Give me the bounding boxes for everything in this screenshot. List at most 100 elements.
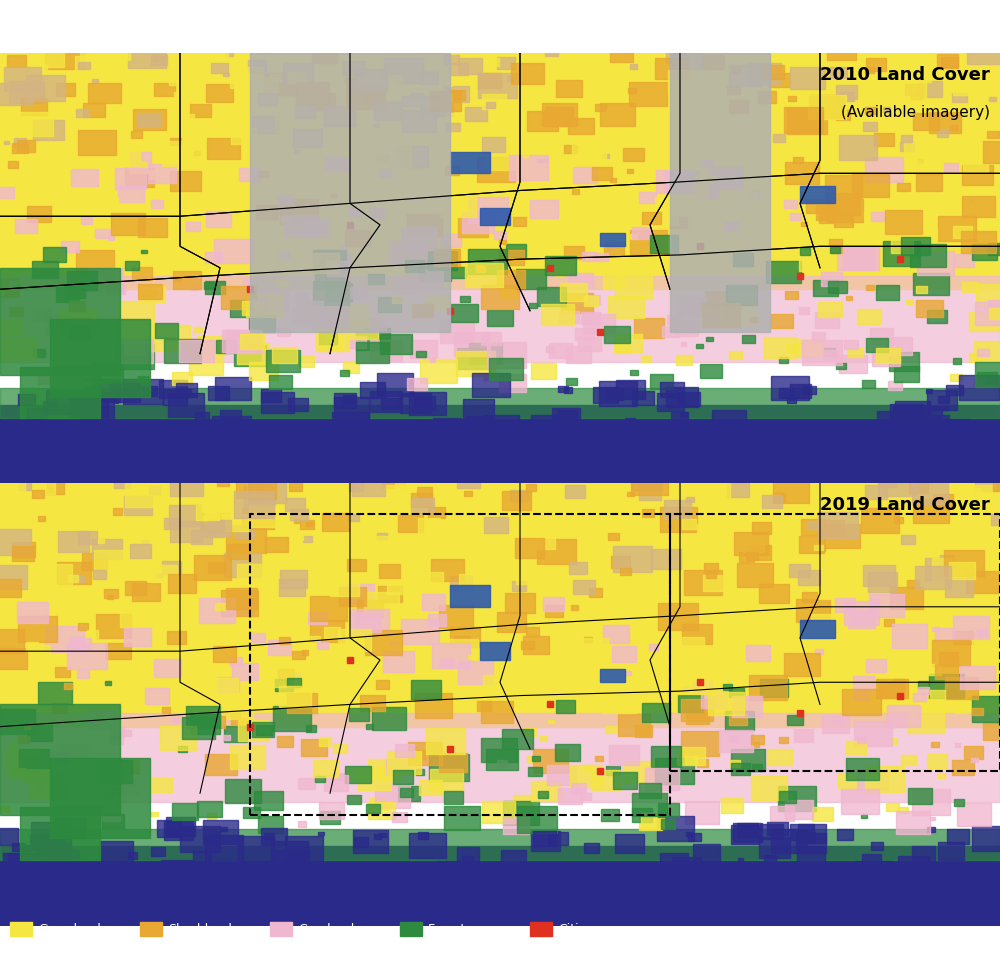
Bar bbox=[258, 93, 277, 105]
Bar bbox=[667, 315, 682, 324]
Bar bbox=[125, 581, 146, 595]
Bar bbox=[0, 279, 19, 296]
Bar bbox=[205, 501, 240, 524]
Bar bbox=[610, 442, 623, 450]
Bar bbox=[752, 522, 771, 535]
Bar bbox=[531, 781, 561, 801]
Bar bbox=[751, 735, 764, 744]
Bar bbox=[345, 584, 374, 603]
Bar bbox=[709, 167, 742, 188]
Bar bbox=[584, 296, 598, 306]
Bar bbox=[248, 481, 276, 499]
Bar bbox=[468, 654, 475, 659]
Bar bbox=[204, 282, 215, 289]
Bar bbox=[681, 731, 719, 757]
Bar bbox=[920, 424, 943, 438]
Bar bbox=[412, 750, 425, 758]
Bar bbox=[424, 436, 456, 456]
Bar bbox=[676, 861, 695, 873]
Bar bbox=[180, 826, 220, 852]
Bar bbox=[331, 194, 336, 198]
Bar bbox=[884, 465, 893, 471]
Bar bbox=[123, 389, 130, 394]
Bar bbox=[517, 463, 549, 483]
Bar bbox=[256, 889, 271, 899]
Bar bbox=[334, 655, 348, 664]
Bar bbox=[285, 498, 305, 511]
Bar bbox=[241, 711, 249, 717]
Bar bbox=[430, 358, 435, 362]
Bar bbox=[94, 550, 128, 573]
Text: (Available imagery): (Available imagery) bbox=[841, 104, 990, 120]
Bar bbox=[609, 745, 639, 764]
Bar bbox=[166, 817, 195, 836]
Bar bbox=[927, 755, 947, 768]
Bar bbox=[36, 48, 64, 67]
Bar bbox=[741, 455, 754, 463]
Bar bbox=[247, 477, 286, 503]
Bar bbox=[639, 144, 650, 152]
Bar bbox=[208, 386, 229, 400]
Bar bbox=[844, 340, 858, 349]
Bar bbox=[895, 401, 930, 424]
Bar bbox=[877, 411, 902, 427]
Bar bbox=[886, 803, 899, 812]
Bar bbox=[386, 758, 409, 774]
Bar bbox=[848, 347, 863, 357]
Bar bbox=[781, 892, 786, 895]
Bar bbox=[980, 451, 985, 454]
Bar bbox=[271, 841, 308, 866]
Bar bbox=[407, 377, 427, 391]
Bar bbox=[194, 327, 202, 333]
Bar bbox=[746, 646, 770, 661]
Bar bbox=[913, 113, 939, 130]
Bar bbox=[21, 97, 47, 115]
Bar bbox=[760, 678, 788, 697]
Bar bbox=[476, 883, 485, 889]
Bar bbox=[685, 801, 719, 824]
Bar bbox=[697, 901, 712, 911]
Bar bbox=[896, 499, 906, 506]
Bar bbox=[402, 109, 436, 131]
Bar bbox=[834, 215, 853, 228]
Bar bbox=[71, 169, 98, 186]
Bar bbox=[67, 643, 107, 670]
Bar bbox=[186, 705, 220, 729]
Bar bbox=[445, 166, 459, 175]
Text: Forests: Forests bbox=[428, 924, 473, 936]
Bar bbox=[486, 58, 499, 66]
Bar bbox=[870, 328, 893, 344]
Bar bbox=[864, 211, 877, 220]
Bar bbox=[297, 301, 323, 318]
Bar bbox=[570, 765, 602, 786]
Bar bbox=[619, 111, 658, 136]
Bar bbox=[765, 446, 789, 461]
Bar bbox=[494, 232, 506, 239]
Bar bbox=[291, 533, 303, 540]
Bar bbox=[45, 626, 84, 652]
Bar bbox=[548, 832, 568, 845]
Bar bbox=[376, 680, 389, 689]
Bar bbox=[866, 659, 886, 673]
Bar bbox=[174, 92, 202, 110]
Bar bbox=[861, 508, 899, 533]
Bar bbox=[731, 67, 740, 72]
Bar bbox=[670, 53, 770, 332]
Bar bbox=[223, 72, 229, 76]
Bar bbox=[473, 889, 491, 900]
Bar bbox=[604, 242, 624, 256]
Bar bbox=[0, 267, 120, 375]
Bar bbox=[950, 125, 957, 130]
Bar bbox=[402, 227, 437, 250]
Bar bbox=[353, 830, 388, 853]
Bar bbox=[460, 295, 470, 302]
Bar bbox=[980, 599, 992, 607]
Bar bbox=[499, 250, 524, 265]
Bar bbox=[151, 201, 163, 208]
Bar bbox=[225, 524, 233, 529]
Bar bbox=[975, 302, 1000, 325]
Bar bbox=[110, 383, 140, 402]
Bar bbox=[296, 82, 329, 103]
Bar bbox=[901, 756, 916, 765]
Bar bbox=[805, 128, 828, 144]
